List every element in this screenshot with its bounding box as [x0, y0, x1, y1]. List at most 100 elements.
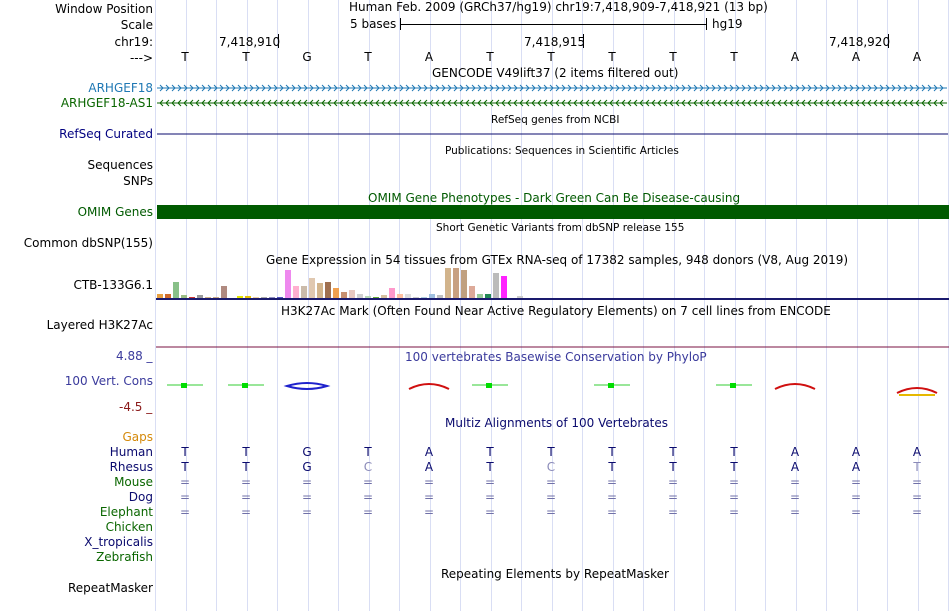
alignment-cell-human: A [851, 445, 861, 459]
h3k27ac-label[interactable]: Layered H3K27Ac [46, 318, 153, 332]
alignment-cell-rhesus: A [424, 460, 434, 474]
alignment-cell-dog: = [911, 490, 923, 504]
base-letter: G [302, 50, 312, 64]
gtex-bar [421, 297, 427, 298]
dbsnp-label[interactable]: Common dbSNP(155) [23, 236, 153, 250]
alignment-cell-mouse: = [850, 475, 862, 489]
phylop-max: 4.88 _ [116, 349, 153, 363]
gtex-bar [301, 286, 307, 298]
alignment-cell-human: T [486, 445, 494, 459]
alignment-cell-dog: = [423, 490, 435, 504]
species-human[interactable]: Human [109, 445, 153, 459]
grid-line [521, 0, 522, 611]
omim-gene-bar[interactable] [157, 205, 949, 219]
gtex-bar [293, 286, 299, 298]
gtex-bar [213, 297, 219, 298]
alignment-cell-human: T [242, 445, 250, 459]
gtex-bar [445, 268, 451, 298]
coord-2: 7,418,915 [524, 35, 586, 49]
grid-line [216, 0, 217, 611]
grid-line [368, 0, 370, 611]
gtex-bar [453, 268, 459, 298]
gtex-bar [437, 295, 443, 298]
phylop-title: 100 vertebrates Basewise Conservation by… [405, 350, 707, 364]
alignment-cell-dog: = [484, 490, 496, 504]
gaps-label[interactable]: Gaps [122, 430, 153, 444]
phylop-label[interactable]: 100 Vert. Cons [64, 374, 153, 388]
alignment-cell-dog: = [240, 490, 252, 504]
gtex-bar [517, 296, 523, 298]
grid-line [643, 0, 644, 611]
base-letter: T [547, 50, 555, 64]
grid-line [551, 0, 553, 611]
gtex-bar [349, 290, 355, 298]
grid-line [948, 0, 949, 611]
grid-line [734, 0, 736, 611]
species-elephant[interactable]: Elephant [99, 505, 153, 519]
grid-line [277, 0, 278, 611]
alignment-cell-human: T [181, 445, 189, 459]
grid-line [856, 0, 858, 611]
alignment-cell-mouse: = [301, 475, 313, 489]
alignment-cell-rhesus: A [790, 460, 800, 474]
gtex-bar [477, 294, 483, 298]
publications-title: Publications: Sequences in Scientific Ar… [445, 145, 679, 157]
alignment-cell-rhesus: T [913, 460, 921, 474]
species-x-tropicalis[interactable]: X_tropicalis [84, 535, 153, 549]
gene-arhgef18-as1-feature[interactable] [157, 99, 947, 107]
gene-arhgef18-as1-label[interactable]: ARHGEF18-AS1 [60, 96, 153, 110]
coord-3: 7,418,920 [829, 35, 891, 49]
alignment-cell-human: T [608, 445, 616, 459]
assembly-position: Human Feb. 2009 (GRCh37/hg19) chr19:7,41… [349, 0, 768, 14]
alignment-cell-elephant: = [484, 505, 496, 519]
alignment-cell-rhesus: T [486, 460, 494, 474]
gtex-bar [333, 288, 339, 298]
refseq-label[interactable]: RefSeq Curated [59, 127, 153, 141]
grid-line [765, 0, 766, 611]
repeatmasker-title: Repeating Elements by RepeatMasker [441, 567, 669, 581]
alignment-cell-dog: = [545, 490, 557, 504]
gtex-bar [469, 286, 475, 298]
repeatmasker-label[interactable]: RepeatMasker [67, 581, 153, 595]
alignment-cell-dog: = [301, 490, 313, 504]
gene-arhgef18-feature[interactable] [157, 84, 947, 92]
alignment-cell-mouse: = [240, 475, 252, 489]
gtex-bar [189, 297, 195, 298]
grid-line [887, 0, 888, 611]
species-chicken[interactable]: Chicken [105, 520, 153, 534]
snps-label[interactable]: SNPs [123, 174, 153, 188]
alignment-cell-mouse: = [545, 475, 557, 489]
phylop-mark [774, 383, 816, 390]
species-rhesus[interactable]: Rhesus [109, 460, 153, 474]
phylop-mark [242, 383, 248, 388]
coord-3-tick [888, 34, 889, 48]
base-letter: T [364, 50, 372, 64]
grid-line [429, 0, 431, 611]
gtex-bar [245, 296, 251, 298]
gtex-bar [253, 297, 259, 298]
alignment-cell-mouse: = [667, 475, 679, 489]
scale-bases: 5 bases [350, 17, 397, 31]
strand-arrow-label: ---> [129, 51, 153, 65]
gtex-bar [389, 288, 395, 298]
omim-genes-label[interactable]: OMIM Genes [77, 205, 153, 219]
gene-arhgef18-label[interactable]: ARHGEF18 [88, 81, 153, 95]
gtex-bar [261, 297, 267, 298]
alignment-cell-rhesus: T [608, 460, 616, 474]
alignment-cell-dog: = [728, 490, 740, 504]
alignment-cell-elephant: = [301, 505, 313, 519]
grid-line [460, 0, 461, 611]
species-dog[interactable]: Dog [128, 490, 153, 504]
phylop-mark [283, 382, 331, 390]
gtex-bar [341, 292, 347, 298]
h3k27ac-title: H3K27Ac Mark (Often Found Near Active Re… [281, 304, 831, 318]
sequences-label[interactable]: Sequences [87, 158, 153, 172]
gtex-bars[interactable] [157, 268, 523, 298]
species-mouse[interactable]: Mouse [114, 475, 153, 489]
species-zebrafish[interactable]: Zebrafish [96, 550, 153, 564]
phylop-plot[interactable] [167, 382, 938, 396]
gtex-bar [205, 297, 211, 298]
chrom-label: chr19: [114, 35, 153, 49]
alignment-cell-mouse: = [911, 475, 923, 489]
gtex-gene-label[interactable]: CTB-133G6.1 [73, 278, 153, 292]
